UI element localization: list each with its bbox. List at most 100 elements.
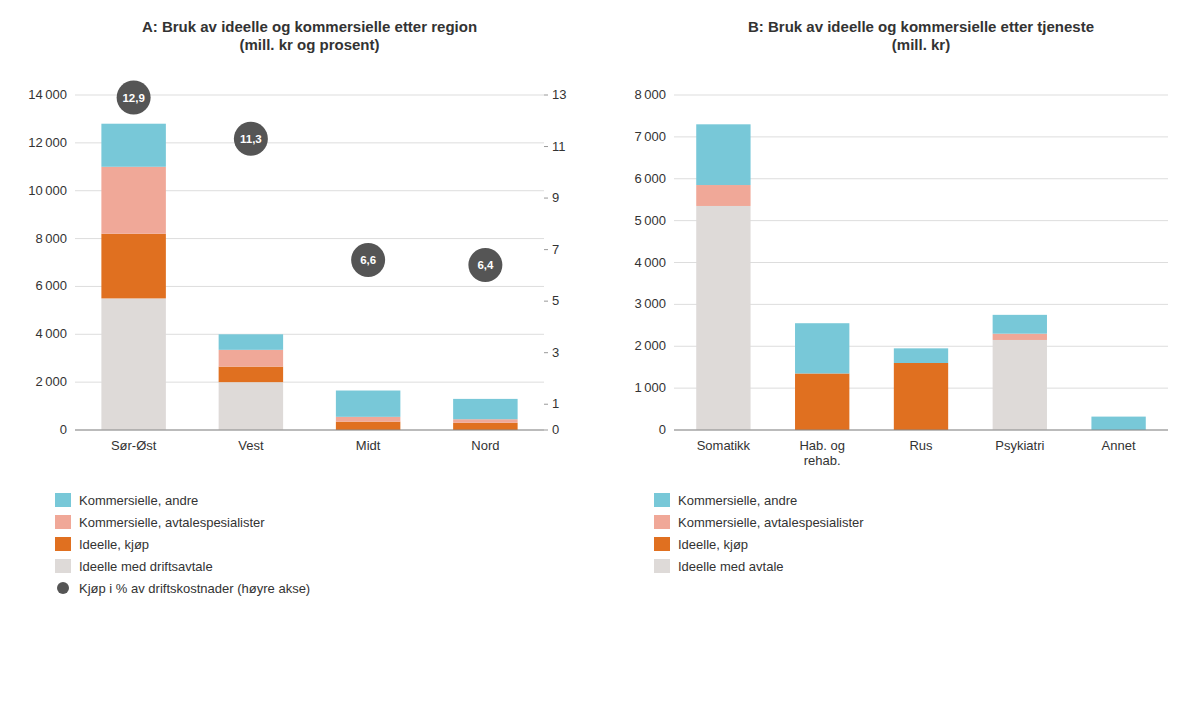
y-tick-label: 4 000 [634, 255, 666, 270]
chart-title: A: Bruk av ideelle og kommersielle etter… [142, 18, 477, 53]
x-tick-label: Rus [909, 438, 933, 453]
y-tick-label: 0 [60, 422, 67, 437]
legend-swatch [55, 515, 71, 529]
bubble [234, 122, 268, 156]
x-tick-label: Sør-Øst [111, 438, 157, 453]
y-tick-label: 6 000 [634, 171, 666, 186]
bubble [117, 81, 151, 115]
grid [75, 95, 544, 430]
grid [674, 95, 1168, 430]
bubbles: 12,9 11,3 6,6 6,4 [117, 81, 503, 283]
legend-swatch [55, 493, 71, 507]
legend-label: Kommersielle, andre [678, 493, 797, 508]
legend-swatch [57, 582, 69, 594]
x-tick-label: Hab. ogrehab. [799, 438, 845, 468]
bar-segment [795, 323, 849, 373]
bar-segment [219, 382, 283, 430]
bar-segment [696, 124, 750, 185]
chart-panel: B: Bruk av ideelle og kommersielle etter… [634, 18, 1168, 574]
bar-segment [101, 124, 165, 167]
bar-segment [336, 422, 400, 430]
bar-segment [696, 206, 750, 430]
bar-segment [101, 298, 165, 430]
y-tick-label: 0 [659, 422, 666, 437]
data-label: 11,3 [240, 133, 262, 145]
legend-label: Kommersielle, avtalespesialister [79, 515, 265, 530]
bar-segment [894, 363, 948, 430]
y-tick-label: 4 000 [35, 326, 67, 341]
grid-line [674, 430, 1168, 431]
bar-segment [993, 334, 1047, 340]
bar-segment [101, 234, 165, 299]
legend-label: Kommersielle, andre [79, 493, 198, 508]
y-tick-label: 2 000 [634, 338, 666, 353]
y2-tick [544, 146, 548, 147]
chart-title: B: Bruk av ideelle og kommersielle etter… [748, 18, 1094, 53]
y2-tick-label: 3 [552, 345, 559, 360]
y-tick-label: 12 000 [28, 135, 67, 150]
y-tick-label: 10 000 [28, 183, 67, 198]
bar-segment [219, 350, 283, 367]
y2-tick [544, 430, 548, 431]
data-label: 6,6 [360, 254, 376, 266]
legend-label: Ideelle, kjøp [678, 537, 748, 552]
y2-tick-label: 5 [552, 293, 559, 308]
y2-tick [544, 404, 548, 405]
y-tick-label: 8 000 [634, 87, 666, 102]
figure: A: Bruk av ideelle og kommersielle etter… [0, 0, 1198, 708]
y-tick-label: 7 000 [634, 129, 666, 144]
y-tick-label: 8 000 [35, 231, 67, 246]
grid-line [75, 430, 544, 431]
data-label: 12,9 [122, 92, 144, 104]
bar-segment [219, 367, 283, 383]
bar-segment [453, 399, 517, 419]
legend: Kommersielle, andre Kommersielle, avtales… [55, 493, 310, 596]
bar-segment [219, 334, 283, 350]
bar-segment [453, 423, 517, 430]
y-tick-label: 14 000 [28, 87, 67, 102]
x-tick-label: Somatikk [697, 438, 751, 453]
y2-tick-label: 1 [552, 396, 559, 411]
y-tick-label: 2 000 [35, 374, 67, 389]
y2-tick [544, 249, 548, 250]
y-tick-label: 3 000 [634, 296, 666, 311]
y-tick-label: 5 000 [634, 213, 666, 228]
legend-swatch [654, 537, 670, 551]
legend-swatch [654, 493, 670, 507]
legend-label: Ideelle, kjøp [79, 537, 149, 552]
y-tick-label: 1 000 [634, 380, 666, 395]
legend-swatch [55, 559, 71, 573]
bar-segment [993, 340, 1047, 430]
legend: Kommersielle, andre Kommersielle, avtales… [654, 493, 864, 574]
x-tick-label: Midt [356, 438, 381, 453]
bubble [351, 243, 385, 277]
bar-segment [993, 315, 1047, 334]
bar-segment [894, 348, 948, 363]
legend-label: Kommersielle, avtalespesialister [678, 515, 864, 530]
legend-swatch [55, 537, 71, 551]
bars [696, 124, 1146, 430]
x-axis-line [75, 430, 544, 431]
chart-panel: A: Bruk av ideelle og kommersielle etter… [28, 18, 566, 596]
y2-tick [544, 198, 548, 199]
x-axis-line [674, 430, 1168, 431]
bar-segment [1091, 417, 1145, 430]
bar-segment [696, 185, 750, 206]
x-tick-label: Annet [1102, 438, 1136, 453]
y2-tick-label: 0 [552, 422, 559, 437]
y2-tick-label: 13 [552, 87, 566, 102]
y2-tick-label: 11 [552, 139, 566, 154]
bar-segment [101, 167, 165, 234]
legend-swatch [654, 515, 670, 529]
bar-segment [336, 391, 400, 417]
bar-segment [453, 419, 517, 423]
x-tick-label: Vest [238, 438, 264, 453]
y2-tick-label: 7 [552, 242, 559, 257]
y2-tick [544, 352, 548, 353]
bars [101, 124, 517, 430]
y-tick-label: 6 000 [35, 278, 67, 293]
legend-label: Ideelle med driftsavtale [79, 559, 213, 574]
y2-tick [544, 95, 548, 96]
data-label: 6,4 [477, 259, 494, 271]
legend-swatch [654, 559, 670, 573]
